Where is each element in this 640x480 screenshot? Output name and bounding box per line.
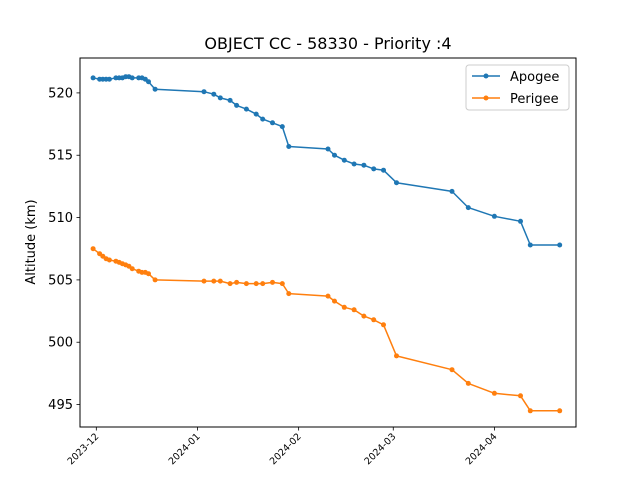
plot-area [80,58,576,427]
apogee-point [243,106,249,112]
perigee-point [279,281,285,287]
perigee-point [152,277,158,283]
series-perigee [90,246,563,414]
y-tick-label: 500 [48,336,73,351]
perigee-point [211,278,217,284]
legend-item-apogee: Apogee [472,70,559,85]
legend-label-apogee: Apogee [510,70,559,85]
y-axis: 495 500 505 510 515 520 [48,86,80,413]
apogee-point [518,218,523,224]
apogee-point [279,124,285,130]
perigee-point [351,307,357,313]
plot-frame [79,57,577,428]
apogee-point [325,146,331,152]
perigee-point [90,246,96,252]
perigee-point [129,266,135,272]
y-axis-label: Altitude (km) [24,199,39,284]
perigee-point [381,322,386,328]
legend: Apogee Perigee [465,64,570,111]
apogee-point [217,95,223,101]
y-tick-label: 510 [48,211,73,226]
legend-marker-apogee [483,73,489,79]
perigee-point [465,380,471,386]
perigee-point [332,298,337,304]
chart-title: OBJECT CC - 58330 - Priority :4 [204,34,451,53]
perigee-point [394,353,399,359]
perigee-point [243,281,249,287]
perigee-point [217,278,223,284]
apogee-point [491,213,497,219]
apogee-point [152,86,158,92]
y-tick-label: 520 [48,86,73,101]
legend-marker-perigee [483,95,489,101]
perigee-point [371,317,377,323]
perigee-point [253,281,259,287]
perigee-point [449,367,455,373]
apogee-point [449,188,455,194]
perigee-point [260,281,266,287]
apogee-point [270,120,275,126]
apogee-point [557,242,563,248]
apogee-point [286,144,292,149]
apogee-point [371,166,377,172]
apogee-point [146,79,151,85]
perigee-point [325,293,331,299]
apogee-point [341,157,347,163]
perigee-point [491,390,497,396]
legend-item-perigee: Perigee [472,92,559,107]
apogee-point [465,205,471,211]
perigee-point [106,257,112,263]
apogee-point [234,102,240,108]
apogee-point [381,167,386,173]
apogee-point [260,116,266,122]
apogee-point [201,89,207,95]
legend-label-perigee: Perigee [510,92,559,107]
perigee-point [201,278,207,284]
apogee-point [129,75,135,81]
perigee-point [146,271,151,277]
perigee-point [341,304,347,310]
series-apogee [90,74,563,248]
y-tick-label: 515 [48,149,73,164]
apogee-point [227,97,233,103]
series-layer [90,74,563,414]
y-tick-label: 495 [48,398,73,413]
perigee-point [270,279,275,285]
apogee-point [211,91,217,97]
perigee-point [557,408,563,414]
perigee-point [227,281,233,287]
perigee-point [286,291,292,297]
perigee-point [527,408,533,414]
apogee-point [332,152,337,158]
apogee-point [394,180,399,186]
apogee-point [351,161,357,167]
apogee-point [361,162,367,168]
apogee-point [527,242,533,248]
apogee-point [106,76,112,82]
perigee-point [361,313,367,319]
apogee-point [90,75,96,81]
y-tick-label: 505 [48,273,73,288]
apogee-point [253,111,259,117]
perigee-point [234,279,240,285]
perigee-point [518,393,523,399]
